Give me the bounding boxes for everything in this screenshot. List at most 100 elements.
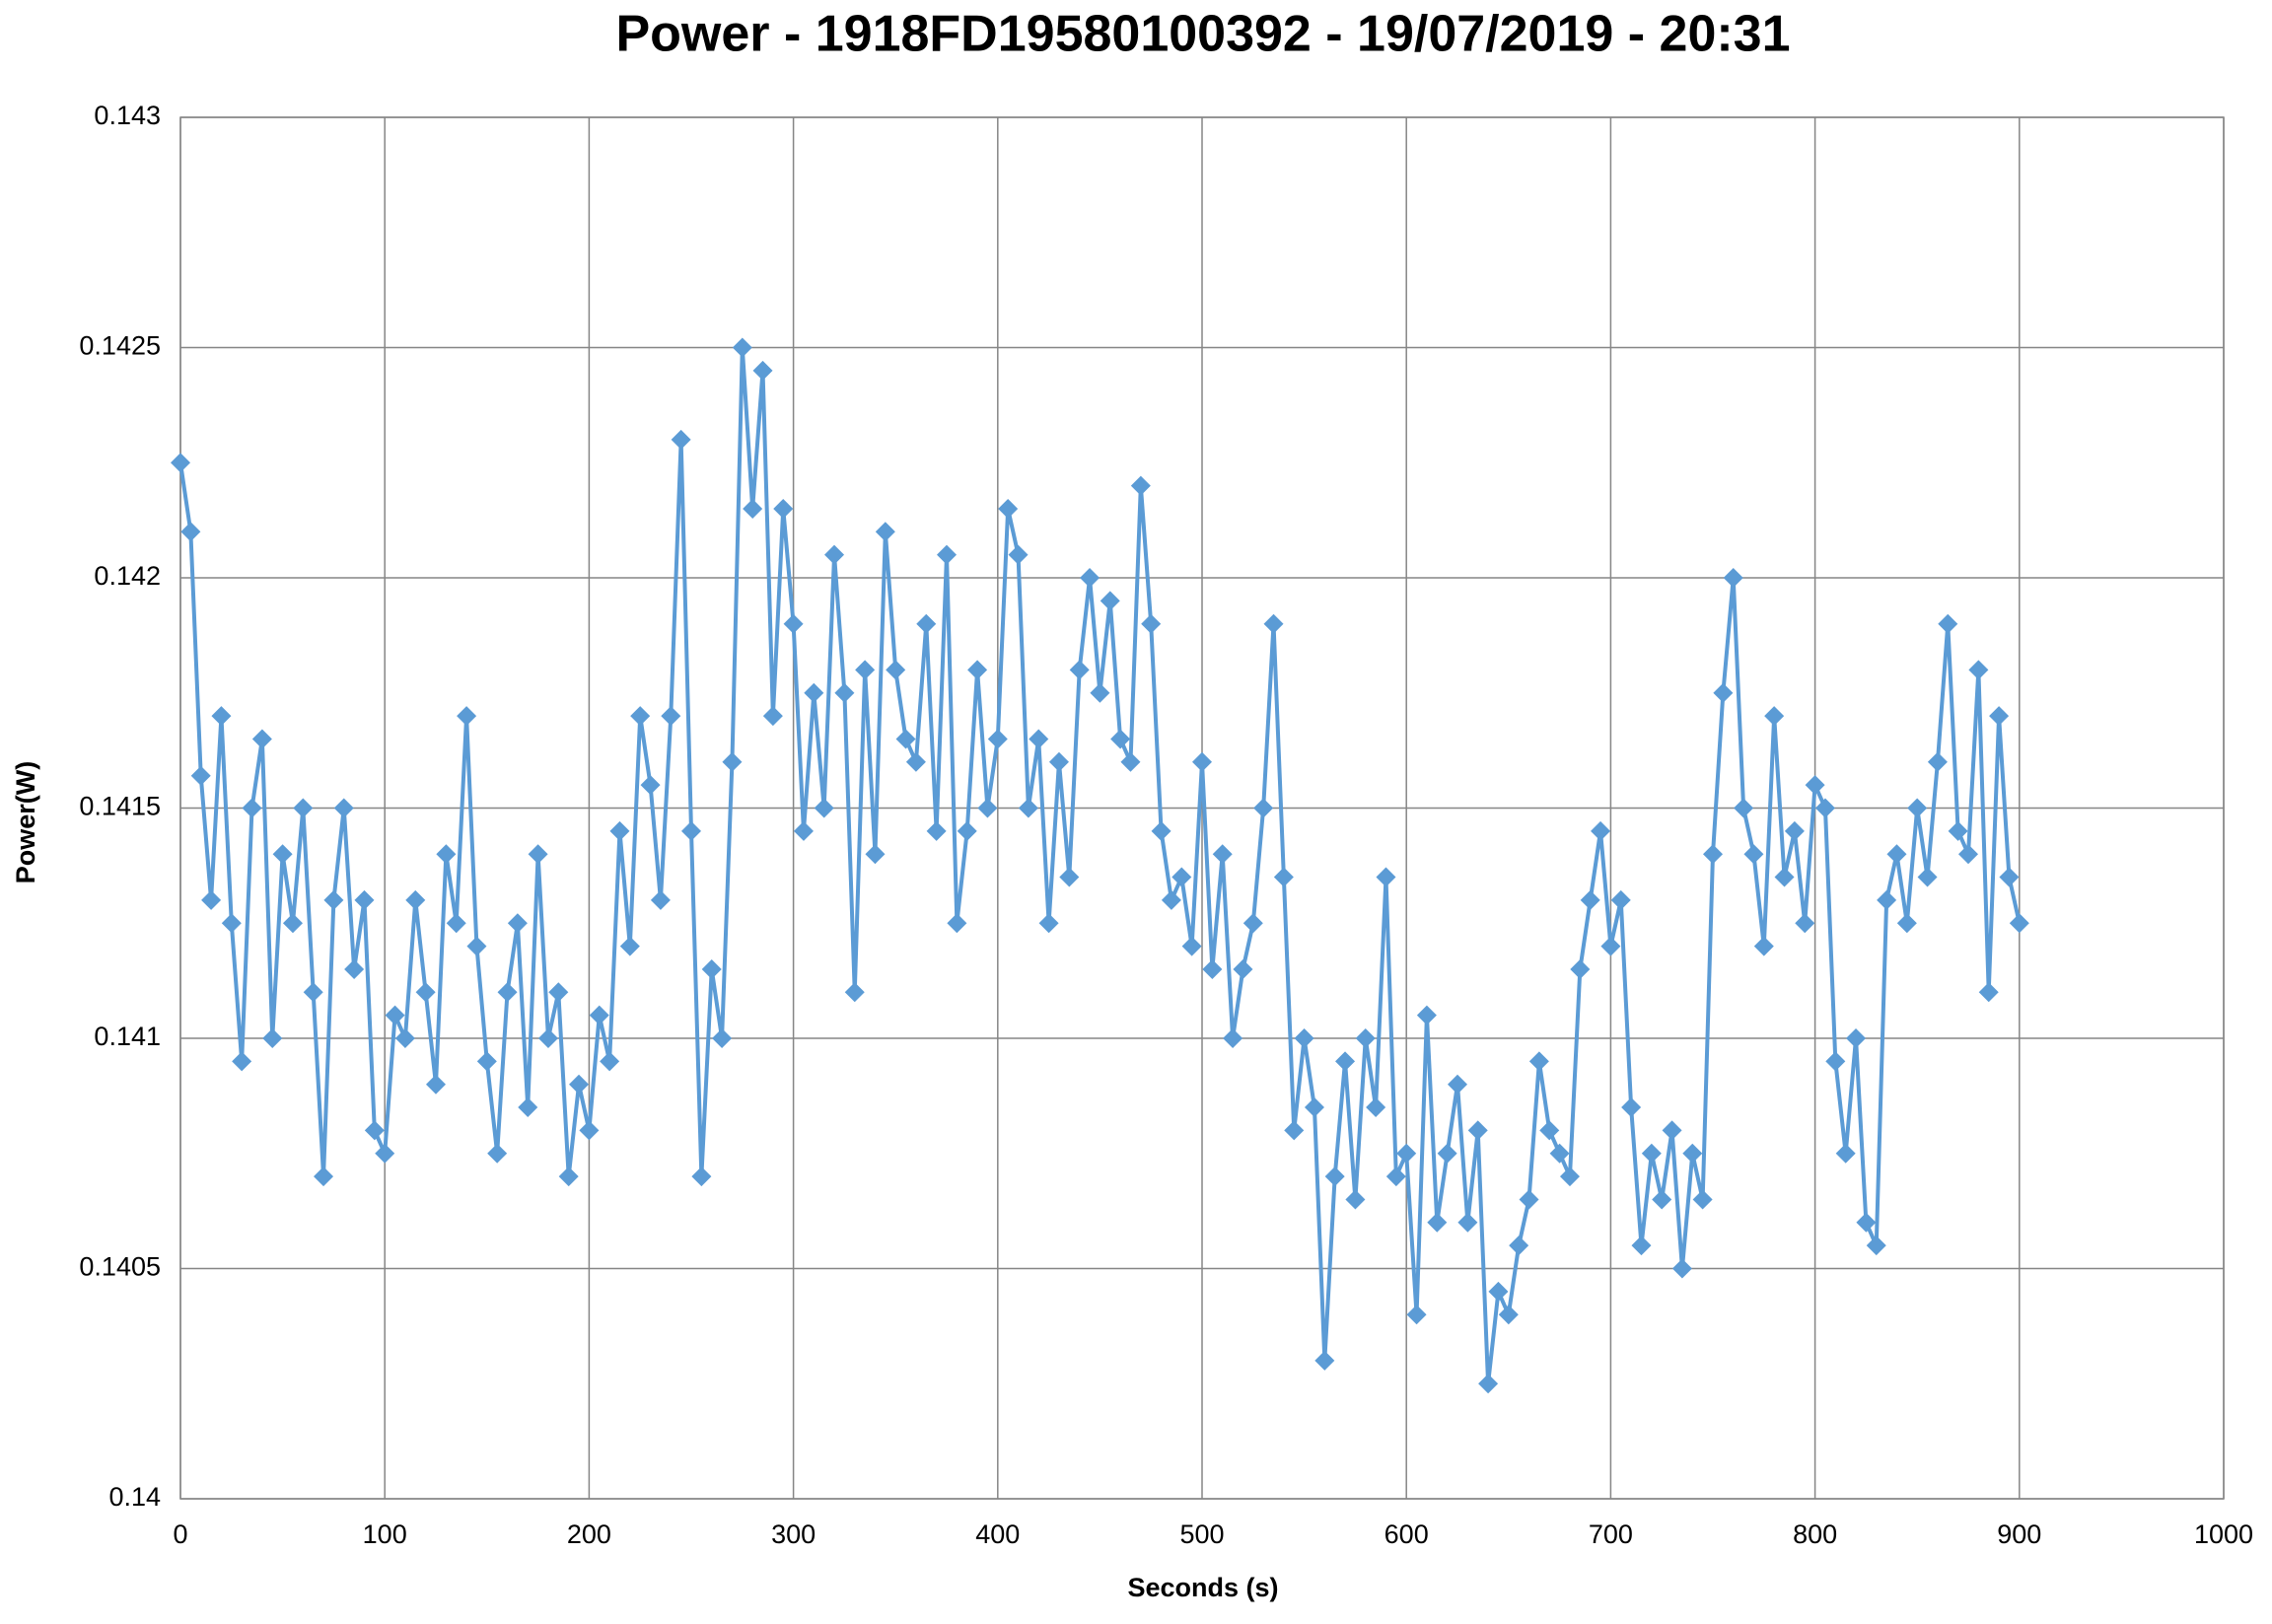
data-marker (1856, 1212, 1877, 1233)
data-marker (1335, 1051, 1356, 1072)
data-marker (1662, 1120, 1682, 1141)
y-tick-label: 0.1405 (79, 1252, 161, 1282)
data-marker (804, 682, 824, 703)
x-tick-label: 0 (173, 1519, 187, 1549)
data-marker (1427, 1212, 1448, 1233)
data-marker (1774, 867, 1795, 887)
data-marker (1549, 1143, 1570, 1164)
data-marker (1877, 889, 1897, 910)
data-marker (1621, 1097, 1642, 1118)
x-tick-label: 700 (1589, 1519, 1633, 1549)
y-tick-label: 0.143 (94, 101, 161, 130)
data-marker (476, 1051, 497, 1072)
data-marker (415, 982, 436, 1003)
data-marker (619, 936, 640, 956)
data-marker (1120, 751, 1141, 772)
data-marker (1029, 729, 1049, 749)
data-marker (875, 522, 895, 542)
data-marker (1814, 798, 1835, 818)
data-marker (722, 751, 743, 772)
data-marker (783, 613, 804, 634)
data-marker (405, 889, 426, 910)
data-marker (1488, 1281, 1509, 1302)
data-marker (589, 1005, 609, 1025)
data-marker (1682, 1143, 1703, 1164)
data-marker (1467, 1120, 1488, 1141)
data-marker (569, 1074, 590, 1094)
data-marker (1090, 682, 1110, 703)
data-marker (609, 820, 630, 841)
data-marker (1896, 913, 1917, 934)
data-marker (1038, 913, 1059, 934)
data-marker (1570, 958, 1591, 979)
data-marker (1559, 1166, 1580, 1187)
data-marker (987, 729, 1008, 749)
data-marker (762, 706, 783, 727)
data-marker (1580, 889, 1600, 910)
data-marker (344, 958, 365, 979)
data-marker (466, 936, 487, 956)
data-marker (937, 544, 957, 565)
data-marker (1284, 1120, 1305, 1141)
data-marker (1917, 867, 1938, 887)
data-marker (1999, 867, 2020, 887)
data-marker (752, 360, 773, 381)
data-marker (1080, 568, 1100, 588)
x-tick-label: 800 (1793, 1519, 1837, 1549)
data-marker (1927, 751, 1948, 772)
data-marker (886, 660, 906, 680)
y-tick-label: 0.1425 (79, 331, 161, 361)
data-marker (1406, 1305, 1427, 1325)
data-marker (1008, 544, 1029, 565)
data-marker (1366, 1097, 1386, 1118)
data-marker (1734, 798, 1754, 818)
data-marker (221, 913, 242, 934)
data-marker (1151, 820, 1172, 841)
data-marker (497, 982, 518, 1003)
data-marker (446, 913, 466, 934)
data-marker (1223, 1028, 1243, 1048)
data-marker (1528, 1051, 1549, 1072)
data-marker (1978, 982, 1999, 1003)
data-marker (1100, 591, 1120, 611)
data-marker (1355, 1028, 1376, 1048)
y-tick-label: 0.142 (94, 561, 161, 591)
data-marker (354, 889, 375, 910)
data-marker (691, 1166, 712, 1187)
data-marker (650, 889, 671, 910)
data-marker (1743, 844, 1764, 865)
data-marker (640, 775, 661, 796)
data-marker (1376, 867, 1396, 887)
data-marker (1448, 1074, 1467, 1094)
data-marker (600, 1051, 620, 1072)
data-marker (1703, 844, 1723, 865)
data-marker (630, 706, 651, 727)
data-marker (1723, 568, 1743, 588)
data-marker (507, 913, 528, 934)
data-marker (1784, 820, 1805, 841)
data-marker (1273, 867, 1294, 887)
data-marker (1192, 751, 1212, 772)
data-marker (1478, 1374, 1499, 1394)
x-tick-label: 1000 (2194, 1519, 2253, 1549)
data-marker (957, 820, 977, 841)
data-marker (1795, 913, 1815, 934)
data-marker (773, 498, 794, 519)
data-marker (814, 798, 834, 818)
data-marker (1825, 1051, 1846, 1072)
data-marker (548, 982, 569, 1003)
data-marker (905, 751, 926, 772)
data-marker (1846, 1028, 1867, 1048)
data-marker (2009, 913, 2029, 934)
data-marker (323, 889, 344, 910)
data-marker (1764, 706, 1785, 727)
data-marker (1385, 1166, 1406, 1187)
data-marker (834, 682, 855, 703)
x-tick-label: 200 (567, 1519, 611, 1549)
data-marker (1345, 1189, 1366, 1210)
x-tick-label: 100 (363, 1519, 407, 1549)
data-marker (844, 982, 865, 1003)
data-marker (1498, 1305, 1519, 1325)
data-marker (487, 1143, 508, 1164)
data-marker (282, 913, 303, 934)
